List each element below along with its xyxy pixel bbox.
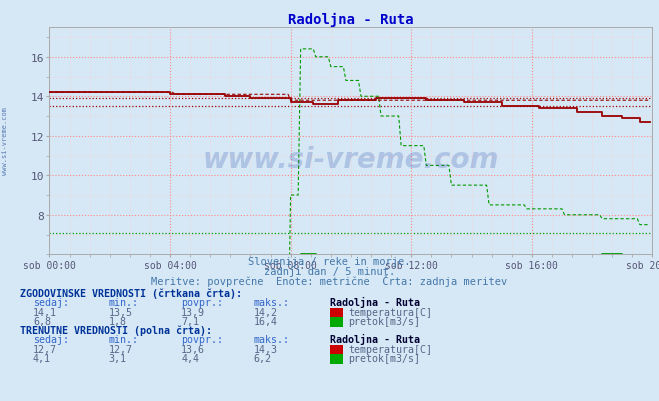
Text: pretok[m3/s]: pretok[m3/s] [348, 353, 420, 363]
Text: 14,2: 14,2 [254, 307, 277, 317]
Text: maks.:: maks.: [254, 334, 290, 344]
Text: Radoljna - Ruta: Radoljna - Ruta [330, 297, 420, 308]
Text: www.si-vreme.com: www.si-vreme.com [2, 106, 9, 174]
Text: temperatura[C]: temperatura[C] [348, 344, 432, 354]
Text: www.si-vreme.com: www.si-vreme.com [203, 146, 499, 174]
Text: 12,7: 12,7 [33, 344, 57, 354]
Text: 14,1: 14,1 [33, 307, 57, 317]
Text: ZGODOVINSKE VREDNOSTI (črtkana črta):: ZGODOVINSKE VREDNOSTI (črtkana črta): [20, 288, 242, 299]
Text: Slovenija / reke in morje.: Slovenija / reke in morje. [248, 257, 411, 267]
Text: pretok[m3/s]: pretok[m3/s] [348, 316, 420, 326]
Text: min.:: min.: [109, 298, 139, 308]
Text: 4,1: 4,1 [33, 353, 51, 363]
Text: Radoljna - Ruta: Radoljna - Ruta [330, 334, 420, 344]
Text: 12,7: 12,7 [109, 344, 132, 354]
Text: sedaj:: sedaj: [33, 334, 69, 344]
Text: 6,8: 6,8 [33, 316, 51, 326]
Text: povpr.:: povpr.: [181, 298, 223, 308]
Text: 16,4: 16,4 [254, 316, 277, 326]
Text: 13,5: 13,5 [109, 307, 132, 317]
Text: 6,2: 6,2 [254, 353, 272, 363]
Text: 13,6: 13,6 [181, 344, 205, 354]
Title: Radoljna - Ruta: Radoljna - Ruta [288, 13, 414, 27]
Text: temperatura[C]: temperatura[C] [348, 307, 432, 317]
Text: 4,4: 4,4 [181, 353, 199, 363]
Text: 1,8: 1,8 [109, 316, 127, 326]
Text: maks.:: maks.: [254, 298, 290, 308]
Text: sedaj:: sedaj: [33, 298, 69, 308]
Text: 13,9: 13,9 [181, 307, 205, 317]
Text: 7,1: 7,1 [181, 316, 199, 326]
Text: 14,3: 14,3 [254, 344, 277, 354]
Text: 3,1: 3,1 [109, 353, 127, 363]
Text: Meritve: povprečne  Enote: metrične  Črta: zadnja meritev: Meritve: povprečne Enote: metrične Črta:… [152, 275, 507, 287]
Text: zadnji dan / 5 minut.: zadnji dan / 5 minut. [264, 267, 395, 277]
Text: povpr.:: povpr.: [181, 334, 223, 344]
Text: TRENUTNE VREDNOSTI (polna črta):: TRENUTNE VREDNOSTI (polna črta): [20, 325, 212, 336]
Text: min.:: min.: [109, 334, 139, 344]
